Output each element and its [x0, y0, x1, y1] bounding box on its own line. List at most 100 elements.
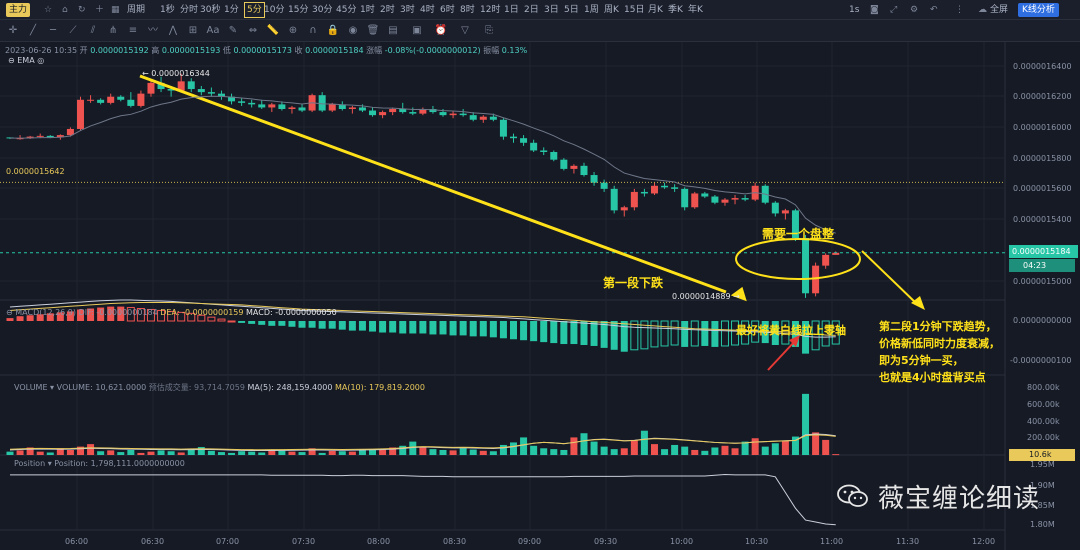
- delete-icon[interactable]: 🗑: [366, 25, 380, 36]
- home-icon[interactable]: ⌂: [62, 5, 68, 15]
- interval-19[interactable]: 5日: [564, 5, 579, 15]
- interval-7[interactable]: 30分: [312, 5, 333, 15]
- macd-bar: [328, 321, 336, 329]
- interval-8[interactable]: 45分: [336, 5, 357, 15]
- more-icon[interactable]: ⋮: [955, 5, 964, 15]
- interval-5[interactable]: 10分: [264, 5, 285, 15]
- volume-bar: [510, 442, 517, 455]
- ema-collapse-icon[interactable]: ⊖: [8, 56, 15, 65]
- volume-bar: [530, 445, 538, 455]
- ruler-icon[interactable]: 📏: [266, 25, 280, 36]
- volume-ma10-line: [9, 434, 836, 451]
- volume-bar: [499, 444, 507, 455]
- interval-11[interactable]: 3时: [400, 5, 415, 15]
- interval-18[interactable]: 3日: [544, 5, 559, 15]
- layers-icon[interactable]: ▤: [388, 25, 398, 36]
- measure-icon[interactable]: ⇔: [248, 25, 258, 36]
- candle-body: [600, 182, 608, 189]
- pitchfork-icon[interactable]: ⋔: [108, 25, 118, 36]
- volume-bar: [278, 450, 286, 455]
- zoom-in-icon[interactable]: ⊕: [288, 25, 298, 36]
- macd-bar: [419, 321, 427, 334]
- position-tick: 1.90M: [1030, 481, 1055, 490]
- interval-2[interactable]: 30秒: [200, 5, 221, 15]
- eye-icon[interactable]: ◉: [348, 25, 358, 36]
- calendar-icon[interactable]: ▦: [111, 5, 120, 15]
- interval-17[interactable]: 2日: [524, 5, 539, 15]
- interval-15[interactable]: 12时: [480, 5, 501, 15]
- macd-bar: [459, 321, 467, 336]
- volume-dropdown-icon[interactable]: ▾: [50, 383, 55, 392]
- ohlc-info: 2023-06-26 10:35 开 0.0000015192 高 0.0000…: [5, 45, 527, 56]
- fullscreen-button[interactable]: 全屏: [990, 5, 1009, 15]
- interval-1[interactable]: 分时: [180, 5, 199, 15]
- interval-16[interactable]: 1日: [504, 5, 519, 15]
- chart-canvas[interactable]: [0, 42, 1080, 550]
- interval-4[interactable]: 5分: [244, 2, 265, 18]
- alert-icon[interactable]: ⏰: [434, 25, 448, 36]
- ray-icon[interactable]: ⟋: [69, 25, 77, 36]
- right-interval[interactable]: 1s: [849, 5, 860, 15]
- horizontal-line-icon[interactable]: ─: [49, 25, 57, 36]
- interval-9[interactable]: 1时: [360, 5, 375, 15]
- interval-25[interactable]: 年K: [688, 5, 703, 15]
- settings-icon[interactable]: ⚙: [910, 5, 919, 15]
- bookmark-icon[interactable]: ⎘: [485, 25, 493, 36]
- interval-23[interactable]: 月K: [648, 5, 663, 15]
- macd-collapse-icon[interactable]: ⊖: [6, 308, 13, 317]
- volume-bar: [590, 441, 598, 455]
- filter-icon[interactable]: ▽: [461, 25, 469, 36]
- channel-icon[interactable]: ⫽: [90, 25, 96, 36]
- interval-3[interactable]: 1分: [224, 5, 239, 15]
- interval-21[interactable]: 周K: [604, 5, 619, 15]
- kline-analysis-button[interactable]: K线分析: [1018, 3, 1059, 17]
- trend-line-icon[interactable]: ╱: [29, 25, 37, 36]
- cursor-icon[interactable]: ✛: [8, 25, 18, 36]
- magnet-icon[interactable]: ∩: [309, 25, 317, 36]
- text-tool-icon[interactable]: Aa: [206, 25, 220, 36]
- macd-tick: -0.0000000100: [1010, 356, 1072, 365]
- interval-20[interactable]: 1周: [584, 5, 599, 15]
- price-tick: 0.0000015400: [1013, 215, 1072, 224]
- interval-14[interactable]: 8时: [460, 5, 475, 15]
- ema-legend[interactable]: ⊖ EMA ◎: [8, 56, 44, 65]
- cloud-icon[interactable]: ☁: [978, 5, 987, 15]
- macd-bar: [16, 316, 24, 321]
- interval-22[interactable]: 15日: [624, 5, 645, 15]
- add-icon[interactable]: ＋: [95, 5, 105, 15]
- interval-6[interactable]: 15分: [288, 5, 309, 15]
- gann-icon[interactable]: ⊞: [188, 25, 198, 36]
- interval-13[interactable]: 6时: [440, 5, 455, 15]
- interval-0[interactable]: 1秒: [160, 5, 175, 15]
- interval-12[interactable]: 4时: [420, 5, 435, 15]
- position-dropdown-icon[interactable]: ▾: [47, 459, 52, 468]
- refresh-icon[interactable]: ↻: [78, 5, 86, 15]
- pattern-icon[interactable]: ⋀: [168, 25, 178, 36]
- lock-icon[interactable]: 🔒: [326, 25, 340, 36]
- volume-bar: [731, 448, 739, 455]
- volume-bar: [187, 449, 195, 455]
- resize-icon[interactable]: ⤢: [890, 5, 898, 15]
- interval-10[interactable]: 2时: [380, 5, 395, 15]
- volume-bar: [157, 450, 165, 455]
- star-icon[interactable]: ☆: [44, 5, 53, 15]
- volume-tick: 400.00k: [1027, 417, 1060, 426]
- macd-bar: [479, 321, 487, 337]
- interval-24[interactable]: 季K: [668, 5, 683, 15]
- period-dropdown[interactable]: 周期: [127, 5, 146, 15]
- volume-bar: [650, 444, 658, 455]
- candle-body: [318, 95, 326, 111]
- candle-body: [520, 138, 528, 143]
- macd-bar: [530, 321, 538, 342]
- wave-icon[interactable]: 〰: [148, 25, 158, 36]
- camera-icon[interactable]: ◙: [870, 5, 879, 15]
- candle-body: [76, 99, 84, 129]
- brush-icon[interactable]: ✎: [228, 25, 238, 36]
- undo-icon[interactable]: ↶: [930, 5, 938, 15]
- ema-eye-icon[interactable]: ◎: [37, 56, 45, 65]
- brand-button[interactable]: 主力: [6, 3, 31, 17]
- fib-icon[interactable]: ≡: [128, 25, 138, 36]
- candle-body: [791, 210, 799, 238]
- template-icon[interactable]: ▣: [412, 25, 422, 36]
- candle-body: [26, 136, 34, 139]
